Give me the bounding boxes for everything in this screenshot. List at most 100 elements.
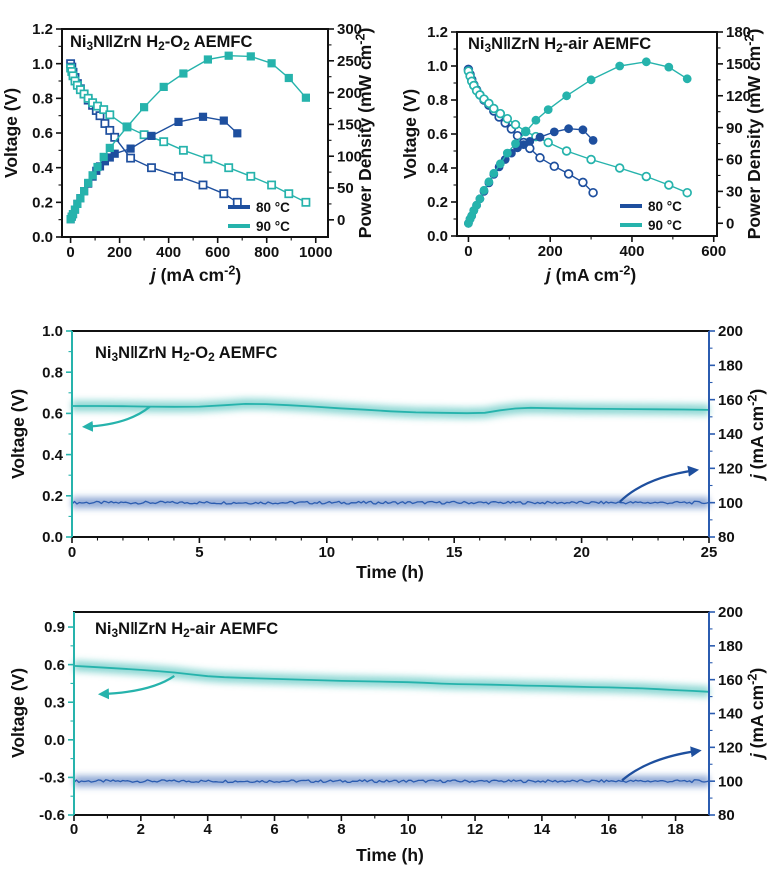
right-tick-label: 200 xyxy=(718,604,743,621)
right-axis-label: j (mA cm-2) xyxy=(746,389,767,481)
chart-h2-air-stability: 0 2 4 6 8 10 12 14 16 18 Time (h) -0.6 -0.3 0.0 0.3 0.6… xyxy=(8,604,767,865)
chart-h2-o2-stability: 0 5 10 15 20 25 Time (h) 0.0 0.2 0.4 0.6 0.8 1.0 Volt… xyxy=(8,323,767,582)
data-point xyxy=(100,119,110,128)
data-point xyxy=(484,177,494,187)
series-cell-voltage xyxy=(72,397,710,420)
data-point xyxy=(122,122,132,132)
left-axis-ticks: 0.0 0.2 0.4 0.6 0.8 1.0 1.2 xyxy=(427,24,457,245)
series-line xyxy=(73,665,710,693)
data-point xyxy=(502,113,513,124)
data-point xyxy=(99,105,109,115)
series-line xyxy=(69,55,307,220)
data-point xyxy=(586,154,596,165)
data-point xyxy=(267,59,276,68)
data-point xyxy=(219,189,229,199)
annotation-arrow xyxy=(97,674,175,700)
data-point xyxy=(126,144,135,153)
x-tick-label: 8 xyxy=(337,821,345,838)
legend-label: 80 °C xyxy=(256,200,290,215)
left-axis-label: Voltage (V) xyxy=(400,89,420,179)
x-axis-label: j (mA cm-2) xyxy=(149,264,241,285)
chart-title: Ni3N‖ZrN H2-air AEMFC xyxy=(95,620,278,640)
series-voltage-80c xyxy=(463,64,598,198)
right-tick-label: 140 xyxy=(718,426,743,443)
x-tick-label: 15 xyxy=(446,544,463,561)
data-point xyxy=(511,139,520,149)
left-tick-label: 0.6 xyxy=(44,657,65,674)
data-point xyxy=(224,163,234,173)
data-point xyxy=(284,189,294,199)
data-point xyxy=(284,73,293,83)
right-tick-label: 80 xyxy=(718,807,735,824)
data-point xyxy=(232,197,242,207)
right-axis-ticks: 0 30 60 90 120 150 180 xyxy=(717,24,751,232)
series-line xyxy=(467,69,594,194)
legend-label: 90 °C xyxy=(648,218,682,233)
right-tick-label: 300 xyxy=(337,21,362,38)
x-tick-label: 800 xyxy=(254,244,279,261)
data-point xyxy=(615,61,625,71)
left-tick-label: 0.2 xyxy=(427,194,448,211)
right-tick-label: 50 xyxy=(337,180,354,197)
series-power-80c xyxy=(464,124,598,228)
data-point xyxy=(578,125,588,135)
data-point xyxy=(531,115,541,125)
x-tick-label: 0 xyxy=(70,821,78,838)
left-tick-label: 1.0 xyxy=(427,58,448,75)
data-point xyxy=(110,149,119,158)
data-point xyxy=(105,125,115,135)
right-tick-label: 150 xyxy=(337,117,362,134)
data-point xyxy=(76,194,85,203)
left-axis-label: Voltage (V) xyxy=(8,668,28,758)
data-point xyxy=(543,105,553,114)
left-tick-label: 0.4 xyxy=(42,447,64,464)
right-tick-label: 60 xyxy=(726,152,743,169)
data-point xyxy=(489,103,499,114)
x-tick-label: 0 xyxy=(464,243,472,260)
x-axis-label: Time (h) xyxy=(356,845,424,865)
data-point xyxy=(614,163,625,173)
left-tick-label: 0.8 xyxy=(32,91,53,108)
data-point xyxy=(641,171,652,182)
right-tick-label: 250 xyxy=(337,53,362,70)
right-tick-label: 90 xyxy=(726,120,743,137)
x-axis-label: Time (h) xyxy=(356,562,424,582)
data-point xyxy=(139,130,149,140)
data-point xyxy=(664,180,674,190)
data-point xyxy=(174,171,183,181)
data-point xyxy=(301,197,311,207)
right-tick-label: 80 xyxy=(718,529,735,546)
x-tick-label: 200 xyxy=(107,244,132,261)
left-tick-label: 0.9 xyxy=(44,619,65,636)
left-tick-label: 1.2 xyxy=(32,21,53,38)
left-tick-label: 0.4 xyxy=(427,160,449,177)
x-axis-ticks: 0 2 4 6 8 10 12 14 16 18 xyxy=(70,815,684,838)
data-point xyxy=(267,180,277,190)
data-point xyxy=(105,110,115,120)
left-tick-label: 0.6 xyxy=(42,406,63,423)
right-tick-label: 180 xyxy=(726,24,751,41)
right-axis-ticks: 80 100 120 140 160 180 200 xyxy=(709,323,743,546)
data-point xyxy=(664,62,674,72)
left-tick-label: 0.4 xyxy=(32,160,54,177)
x-tick-label: 14 xyxy=(534,821,551,838)
right-tick-label: 120 xyxy=(718,461,743,478)
series-voltage-90c xyxy=(66,63,311,207)
series-line xyxy=(72,403,710,415)
right-tick-label: 100 xyxy=(718,773,743,790)
left-tick-label: -0.3 xyxy=(39,770,65,787)
left-tick-label: 1.0 xyxy=(42,323,63,340)
x-tick-label: 600 xyxy=(701,243,726,260)
right-tick-label: 180 xyxy=(718,638,743,655)
data-point xyxy=(495,108,506,119)
data-point xyxy=(198,112,208,121)
data-point xyxy=(588,136,598,145)
data-point xyxy=(179,69,188,78)
data-point xyxy=(549,161,560,172)
x-tick-label: 18 xyxy=(667,821,684,838)
left-tick-label: 1.0 xyxy=(32,56,53,73)
series-line xyxy=(467,70,688,194)
data-point xyxy=(682,74,692,84)
